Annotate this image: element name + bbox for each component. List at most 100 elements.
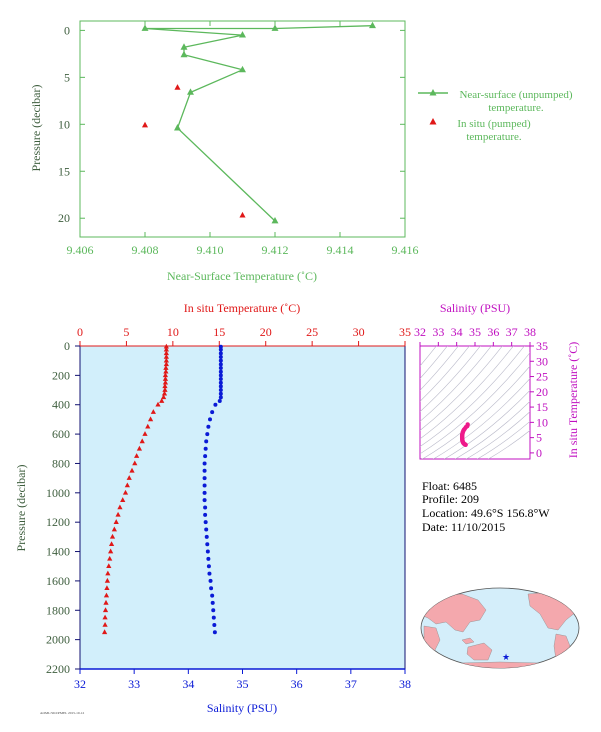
near-surface-x-tick-label: 9.406: [67, 243, 94, 257]
density-contour: [476, 420, 530, 459]
pumped-temperature-point: [239, 211, 246, 218]
near-surface-x-tick-label: 9.412: [262, 243, 289, 257]
salinity-point: [203, 520, 208, 525]
salinity-point: [206, 556, 211, 561]
temperature-point: [147, 416, 154, 422]
salinity-point: [218, 369, 223, 374]
ts-salinity-tick-label: 36: [487, 325, 499, 339]
density-contour: [420, 346, 503, 431]
salinity-point: [208, 417, 212, 422]
ts-temperature-tick-label: 0: [536, 446, 542, 460]
temperature-tick-label: 5: [123, 325, 129, 339]
near-surface-x-tick-label: 9.416: [392, 243, 419, 257]
salinity-tick-label: 34: [182, 677, 194, 691]
temperature-tick-label: 25: [306, 325, 318, 339]
temperature-tick-label: 10: [167, 325, 179, 339]
pressure-tick-label: 1400: [46, 545, 70, 559]
density-contour: [465, 411, 530, 459]
temperature-point: [101, 629, 108, 635]
salinity-point: [202, 490, 207, 495]
temperature-point: [104, 577, 111, 583]
salinity-point: [218, 362, 223, 367]
salinity-point: [203, 512, 208, 517]
temperature-point: [162, 383, 168, 389]
unpumped-temperature-point: [271, 24, 279, 31]
pressure-tick-label: 2200: [46, 662, 70, 676]
salinity-point: [203, 446, 208, 451]
near-surface-y-tick-label: 15: [58, 164, 70, 178]
temperature-point: [162, 387, 168, 392]
salinity-point: [205, 549, 210, 554]
salinity-point: [218, 377, 223, 382]
temperature-point: [162, 372, 169, 378]
salinity-point: [218, 384, 223, 389]
ts-density-contours: [420, 346, 530, 459]
salinity-point: [218, 373, 223, 378]
salinity-point: [213, 402, 218, 407]
legend-green-triangle: [429, 89, 437, 96]
pressure-tick-label: 1200: [46, 515, 70, 529]
salinity-point: [209, 586, 214, 591]
map-float-marker: ★: [502, 652, 510, 662]
temperature-point: [103, 599, 109, 605]
salinity-point: [218, 358, 223, 363]
salinity-point: [203, 505, 208, 510]
salinity-point: [202, 498, 207, 503]
salinity-point: [218, 366, 223, 371]
temperature-ticks: 0 5 10 15 20 25 30 35: [77, 325, 411, 346]
near-surface-legend: Near-surface (unpumped) temperature. In …: [418, 89, 573, 143]
legend-pumped-line2: temperature.: [466, 131, 522, 143]
temperature-point: [163, 346, 169, 352]
near-surface-plot-frame: [79, 20, 406, 238]
pumped-temperature-point: [174, 84, 181, 90]
near-surface-y-tick-label: 5: [64, 70, 70, 84]
salinity-point: [218, 344, 223, 349]
temperature-point: [124, 482, 130, 488]
footer-code: AOML/SIO/PMEL 2015-10-12: [40, 711, 85, 715]
unpumped-temperature-point: [239, 31, 246, 38]
near-surface-y-tick-label: 0: [64, 23, 70, 37]
density-contour: [420, 346, 459, 391]
near-surface-y-tick-label: 20: [58, 211, 70, 225]
pressure-axis-label: Pressure (decibar): [14, 465, 28, 552]
ts-temperature-tick-label: 10: [536, 415, 548, 429]
salinity-tick-label: 33: [128, 677, 140, 691]
legend-pumped-line1: In situ (pumped): [457, 118, 531, 130]
temperature-point: [150, 409, 156, 414]
ts-temperature-tick-label: 30: [536, 354, 548, 368]
temperature-point: [108, 548, 114, 554]
temperature-point: [106, 563, 112, 569]
ts-temperature-label: In situ Temperature (˚C): [566, 342, 580, 459]
salinity-point: [218, 395, 223, 400]
temperature-point: [145, 423, 151, 429]
temperature-profile-marks: [101, 343, 169, 635]
salinity-point: [211, 615, 216, 620]
salinity-point: [218, 388, 223, 393]
ts-temperature-tick-label: 35: [536, 339, 548, 353]
ts-plot-frame: [419, 345, 531, 460]
salinity-point: [210, 593, 215, 598]
salinity-point: [205, 432, 210, 437]
temperature-axis-label: In situ Temperature (˚C): [184, 301, 301, 315]
density-contour: [432, 377, 530, 459]
ts-temperature-tick-label: 5: [536, 431, 542, 445]
temperature-point: [104, 585, 110, 591]
density-contour: [487, 430, 530, 459]
temperature-point: [132, 460, 138, 466]
salinity-point: [206, 424, 211, 429]
ts-salinity-label: Salinity (PSU): [440, 301, 510, 315]
unpumped-temperature-point: [180, 50, 188, 58]
location: Location: 49.6°S 156.8°W: [422, 506, 550, 520]
salinity-point: [204, 527, 209, 532]
salinity-point: [210, 600, 215, 605]
salinity-point: [204, 534, 209, 539]
temperature-tick-label: 15: [213, 325, 225, 339]
pressure-tick-label: 1800: [46, 603, 70, 617]
salinity-point: [212, 622, 217, 627]
salinity-point: [206, 564, 211, 569]
salinity-point: [218, 347, 223, 352]
temperature-point: [163, 350, 169, 356]
salinity-point: [204, 439, 209, 444]
salinity-point: [218, 391, 223, 396]
